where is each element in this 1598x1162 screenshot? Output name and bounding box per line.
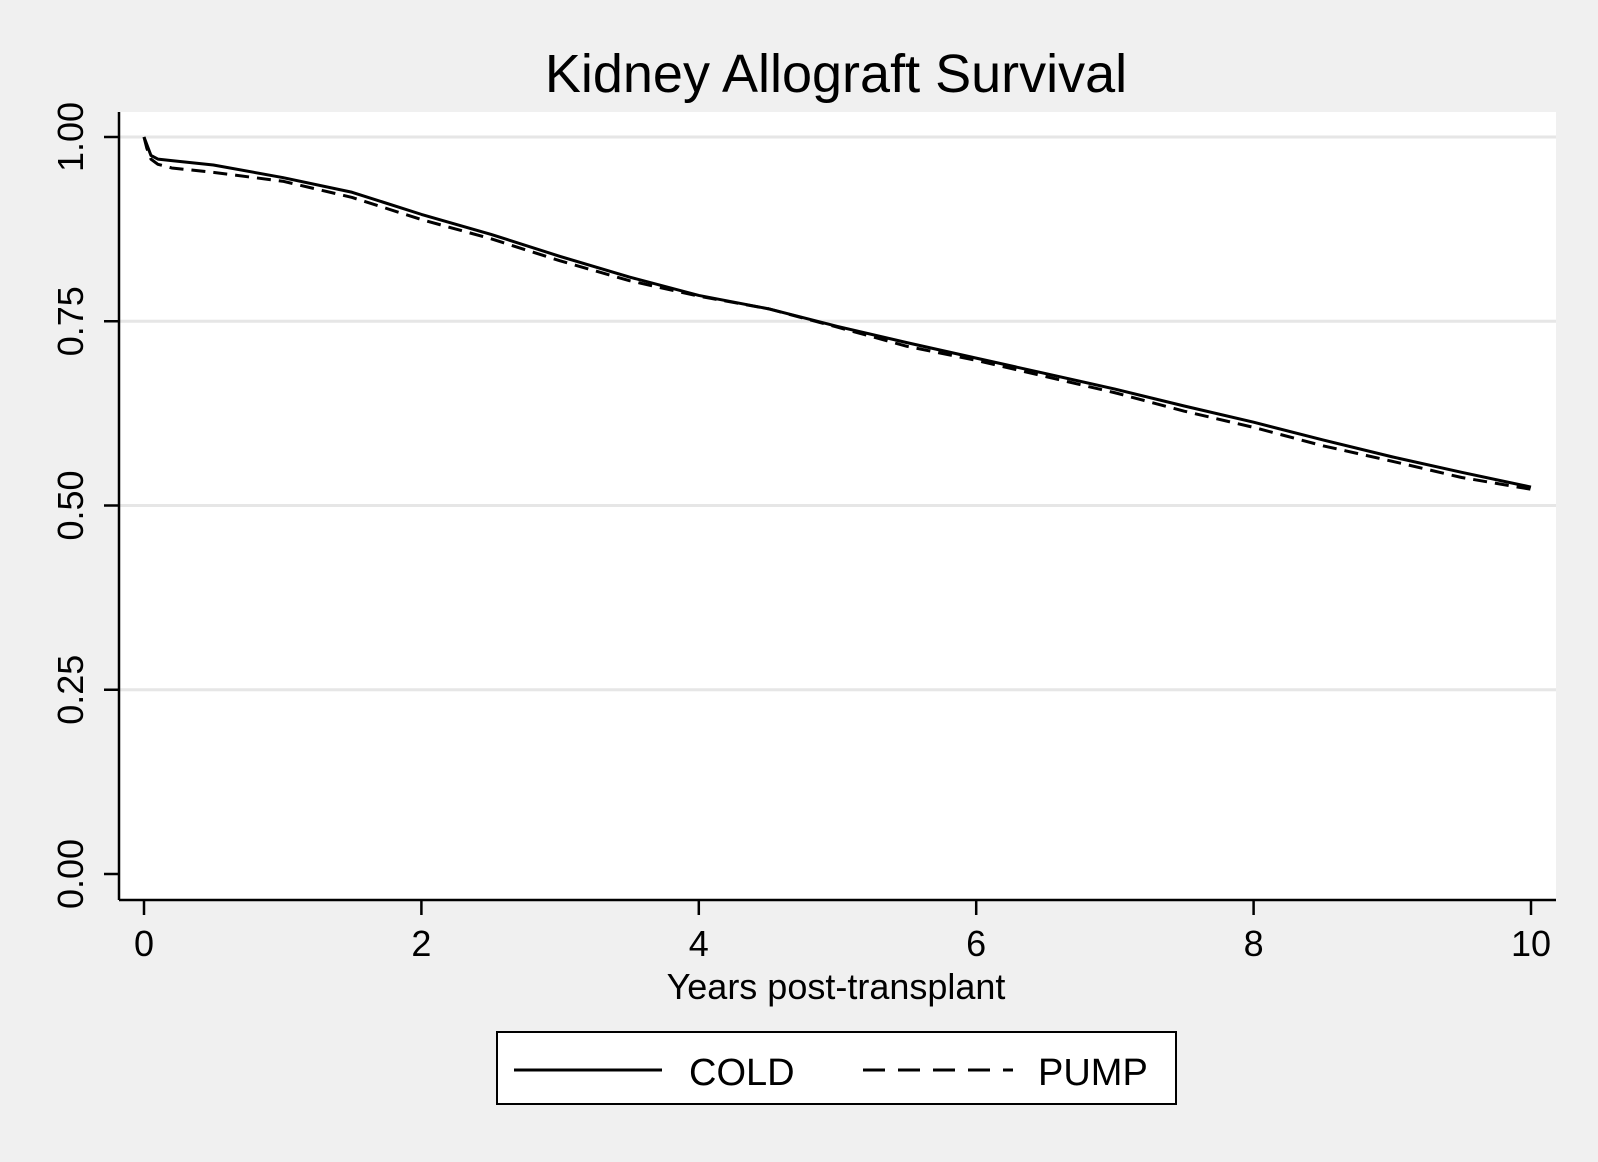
x-axis-label: Years post-transplant [667,966,1006,1007]
x-tick-label-2: 4 [689,923,709,964]
axes-layer: 0.00 0.25 0.50 0.75 1.00 0 2 4 6 8 10 [50,102,1556,964]
y-tick-label-1: 0.25 [50,655,91,725]
series-layer [142,136,1532,491]
x-tick-label-4: 8 [1244,923,1264,964]
x-tick-label-3: 6 [966,923,986,964]
chart-title: Kidney Allograft Survival [545,44,1127,104]
legend-box [496,1031,1177,1105]
grid-layer [119,135,1556,692]
y-tick-label-4: 1.00 [50,102,91,172]
legend-label-cold: COLD [689,1052,795,1094]
x-tick-label-1: 2 [411,923,431,964]
legend-label-pump: PUMP [1038,1052,1148,1094]
y-tick-label-3: 0.75 [50,286,91,356]
x-tick-label-0: 0 [134,923,154,964]
y-tick-label-2: 0.50 [50,470,91,540]
legend: COLD PUMP [496,1031,1177,1105]
series-line-cold [142,136,1532,489]
y-tick-label-0: 0.00 [50,839,91,909]
x-tick-label-5: 10 [1511,923,1551,964]
series-line-pump [142,136,1532,491]
